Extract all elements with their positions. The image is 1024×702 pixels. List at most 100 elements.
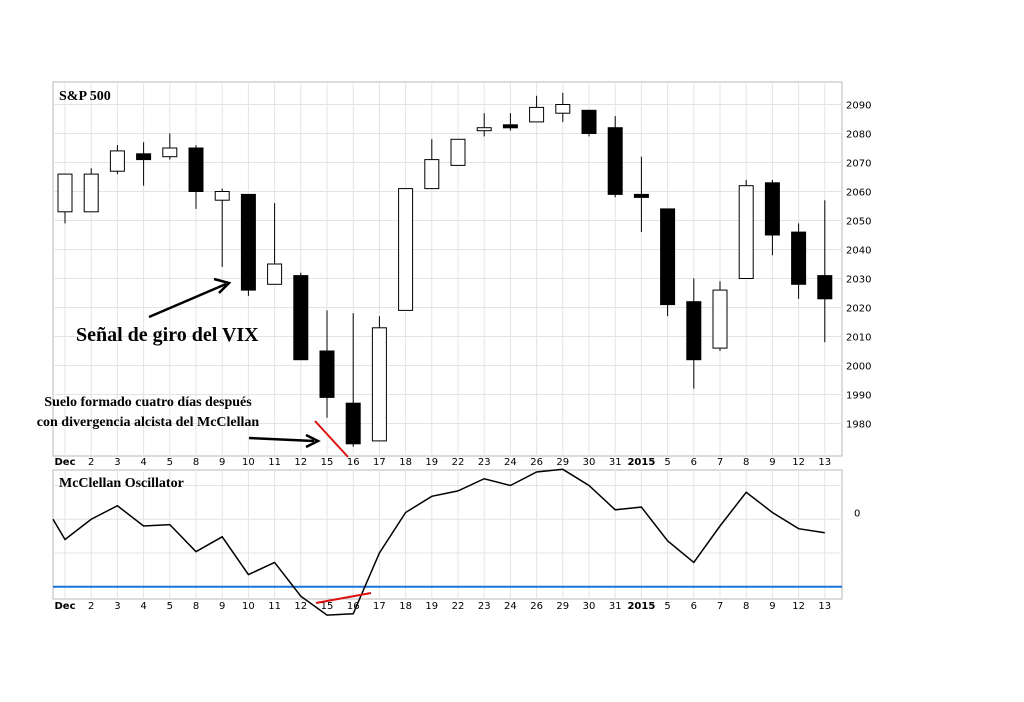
price-divergence-line <box>314 420 349 458</box>
mcclellan-x-tick-label: 13 <box>818 601 831 612</box>
vix-signal-label: Señal de giro del VIX <box>76 324 259 346</box>
annotations: Señal de giro del VIX Suelo formado cuat… <box>37 277 372 604</box>
mcclellan-x-tick-label: 8 <box>193 601 199 612</box>
sp500-x-tick-label: 22 <box>452 457 465 468</box>
sp500-y-tick-label: 1990 <box>846 391 871 402</box>
mcclellan-y-tick-label: 0 <box>854 509 860 520</box>
mcclellan-y-axis: 0 <box>854 509 860 520</box>
candle-body <box>240 193 256 291</box>
sp500-y-tick-label: 2040 <box>846 246 871 257</box>
sp500-x-tick-label: 30 <box>583 457 596 468</box>
sp500-y-tick-label: 2060 <box>846 188 871 199</box>
mcclellan-x-tick-label: 26 <box>530 601 543 612</box>
mcclellan-plot-area <box>52 469 843 600</box>
mcclellan-title: McClellan Oscillator <box>59 476 184 491</box>
sp500-x-tick-label: Dec <box>54 457 75 468</box>
vix-arrow-head <box>213 277 232 294</box>
candle-body <box>502 124 518 129</box>
candle-body <box>188 147 204 192</box>
mcclellan-x-tick-label: 31 <box>609 601 622 612</box>
candle-body <box>712 289 728 349</box>
sp500-y-tick-label: 2000 <box>846 362 871 373</box>
sp500-x-tick-label: 15 <box>321 457 334 468</box>
mcclellan-x-tick-label: 4 <box>140 601 146 612</box>
sp500-x-tick-label: 7 <box>717 457 723 468</box>
candle-body <box>293 275 309 361</box>
vix-arrow-shaft <box>148 282 227 319</box>
candle-body <box>450 138 466 166</box>
candle-body <box>371 327 387 442</box>
sp500-x-tick-label: 10 <box>242 457 255 468</box>
mcclellan-x-tick-label: 29 <box>556 601 569 612</box>
sp500-y-tick-label: 1980 <box>846 420 871 431</box>
sp500-x-tick-label: 8 <box>743 457 749 468</box>
mcclellan-x-tick-label: 22 <box>452 601 465 612</box>
sp500-x-tick-label: 5 <box>167 457 173 468</box>
mcclellan-x-tick-label: 7 <box>717 601 723 612</box>
candle-body <box>555 104 571 114</box>
oscillator-divergence-line <box>315 592 372 604</box>
mcclellan-x-tick-label: 8 <box>743 601 749 612</box>
mcclellan-x-tick-label: 24 <box>504 601 517 612</box>
mcclellan-x-tick-label: 30 <box>583 601 596 612</box>
candle-body <box>136 153 152 161</box>
sp500-y-tick-label: 2010 <box>846 333 871 344</box>
candle-body <box>476 127 492 132</box>
sp500-x-tick-label: 18 <box>399 457 412 468</box>
sp500-candles <box>57 92 833 447</box>
candle-body <box>764 182 780 236</box>
candle-body <box>345 402 361 445</box>
mcclellan-x-tick-label: 18 <box>399 601 412 612</box>
mcclellan-x-tick-label: 2 <box>88 601 94 612</box>
mcclellan-x-tick-label: 3 <box>114 601 120 612</box>
sp500-panel: 1980 1990 2000 2010 2020 2030 2040 2050 2060 2070… <box>52 81 871 457</box>
sp500-x-axis: Dec 2 3 4 5 8 9 10 11 12 15 16 17 18 19 22 23 24 26 29 30 31 2… <box>54 457 831 468</box>
sp500-x-tick-label: 9 <box>769 457 775 468</box>
candle-body <box>109 150 125 172</box>
candle-body <box>57 173 73 213</box>
sp500-x-tick-label: 2015 <box>627 457 655 468</box>
mcclellan-x-axis: Dec 2 3 4 5 8 9 10 11 12 15 16 17 18 19 22 23 24 26 29 30 31 2… <box>54 601 831 612</box>
candle-body <box>581 109 597 135</box>
sp500-y-tick-label: 2090 <box>846 101 871 112</box>
sp500-x-tick-label: 12 <box>792 457 805 468</box>
mcclellan-x-tick-label: 16 <box>347 601 360 612</box>
candle-body <box>738 185 754 279</box>
mcclellan-x-tick-label: 11 <box>268 601 281 612</box>
mcclellan-x-tick-label: 17 <box>373 601 386 612</box>
sp500-x-tick-label: 24 <box>504 457 517 468</box>
mcclellan-x-tick-label: 15 <box>321 601 334 612</box>
sp500-x-tick-label: 23 <box>478 457 491 468</box>
sp500-y-axis: 1980 1990 2000 2010 2020 2030 2040 2050 2060 2070… <box>846 101 871 431</box>
sp500-x-tick-label: 31 <box>609 457 622 468</box>
mcclellan-x-tick-label: 23 <box>478 601 491 612</box>
candle-body <box>319 350 335 398</box>
candle-body <box>633 193 649 198</box>
candle-body <box>267 263 283 285</box>
candle-body <box>607 127 623 195</box>
mcclellan-x-tick-label: Dec <box>54 601 75 612</box>
sp500-x-tick-label: 9 <box>219 457 225 468</box>
sp500-x-tick-label: 11 <box>268 457 281 468</box>
candle-body <box>817 275 833 300</box>
candle-body <box>398 188 414 311</box>
sp500-x-tick-label: 13 <box>818 457 831 468</box>
mcclellan-panel: 0 McClellan Oscillator <box>52 468 860 616</box>
sp500-x-tick-label: 26 <box>530 457 543 468</box>
sp500-x-tick-label: 2 <box>88 457 94 468</box>
candle-body <box>529 106 545 123</box>
sp500-grid <box>53 82 842 456</box>
sp500-y-tick-label: 2080 <box>846 130 871 141</box>
sp500-x-tick-label: 5 <box>664 457 670 468</box>
sp500-x-tick-label: 8 <box>193 457 199 468</box>
candle-body <box>162 147 178 158</box>
mcclellan-x-tick-label: 10 <box>242 601 255 612</box>
sp500-x-tick-label: 6 <box>691 457 697 468</box>
mcclellan-x-tick-label: 5 <box>167 601 173 612</box>
mcclellan-x-tick-label: 19 <box>425 601 438 612</box>
sp500-x-tick-label: 17 <box>373 457 386 468</box>
mcclellan-x-tick-label: 2015 <box>627 601 655 612</box>
sp500-x-tick-label: 29 <box>556 457 569 468</box>
sp500-x-tick-label: 19 <box>425 457 438 468</box>
